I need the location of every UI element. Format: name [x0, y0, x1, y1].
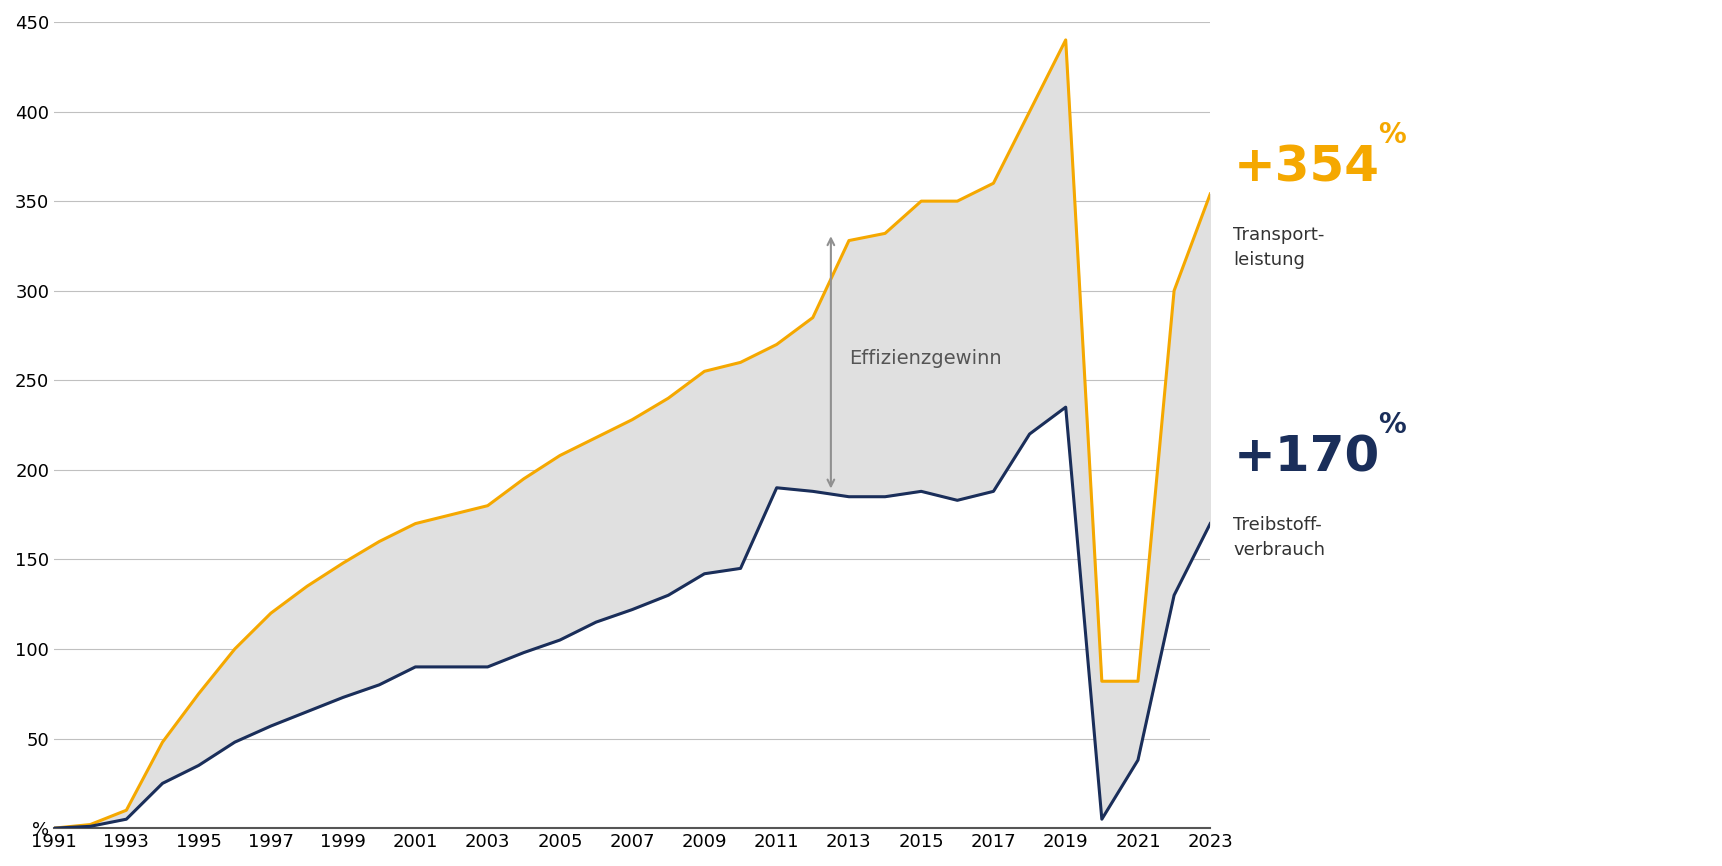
Text: +170: +170	[1233, 433, 1379, 481]
Text: %: %	[1378, 411, 1405, 439]
Text: Effizienzgewinn: Effizienzgewinn	[849, 349, 1002, 368]
Text: Transport-
leistung: Transport- leistung	[1233, 226, 1324, 269]
Text: +354: +354	[1233, 143, 1379, 191]
Text: Treibstoff-
verbrauch: Treibstoff- verbrauch	[1233, 516, 1326, 559]
Text: %: %	[1378, 121, 1405, 149]
